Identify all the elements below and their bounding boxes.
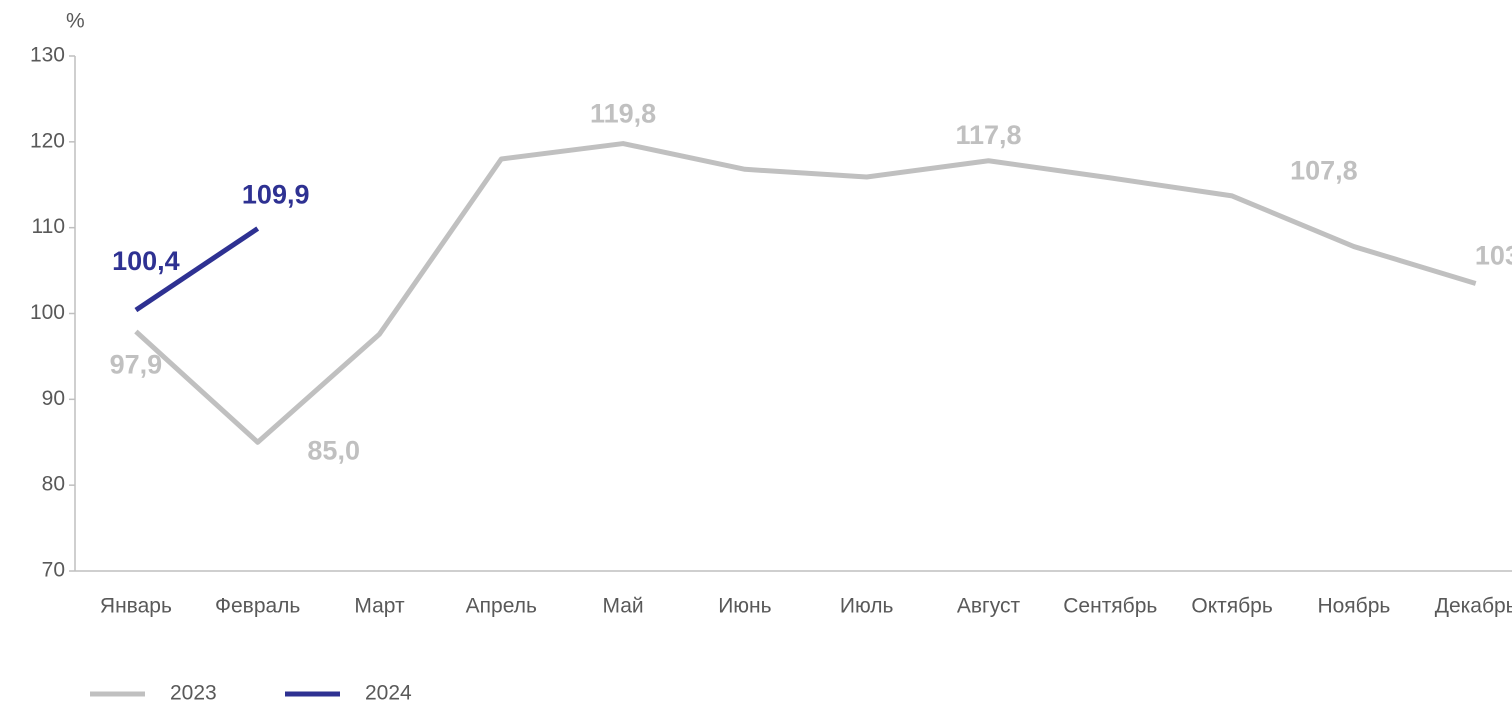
value-label: 97,9 (110, 350, 163, 380)
x-tick-label: Август (957, 595, 1021, 618)
x-tick-label: Октябрь (1191, 595, 1272, 618)
value-label: 117,8 (955, 120, 1021, 150)
value-label: 119,8 (590, 99, 656, 129)
x-tick-label: Январь (100, 595, 172, 618)
x-tick-label: Март (354, 595, 405, 618)
y-axis-label: % (66, 10, 85, 33)
y-tick-label: 80 (42, 473, 65, 496)
legend-label: 2024 (365, 682, 412, 705)
series-line (134, 226, 260, 313)
x-tick-label: Февраль (215, 595, 300, 618)
value-label: 107,8 (1290, 156, 1358, 186)
y-tick-label: 90 (42, 387, 65, 410)
y-tick-label: 70 (42, 559, 65, 582)
x-tick-label: Июль (840, 595, 894, 618)
y-tick-label: 100 (30, 301, 65, 324)
x-tick-label: Сентябрь (1063, 595, 1157, 618)
x-tick-label: Май (603, 595, 644, 618)
value-label: 103,5 (1475, 241, 1512, 271)
y-tick-label: 120 (30, 129, 65, 152)
x-tick-label: Июнь (718, 595, 771, 618)
series-line (134, 141, 1477, 445)
y-tick-label: 110 (32, 215, 65, 238)
y-tick-label: 130 (30, 44, 65, 67)
x-tick-label: Ноябрь (1317, 595, 1390, 618)
value-label: 85,0 (307, 435, 360, 465)
value-label: 109,9 (242, 180, 310, 210)
legend-label: 2023 (170, 682, 217, 705)
x-tick-label: Апрель (466, 595, 537, 618)
value-label: 100,4 (112, 246, 180, 276)
x-tick-label: Декабрь (1435, 595, 1512, 618)
